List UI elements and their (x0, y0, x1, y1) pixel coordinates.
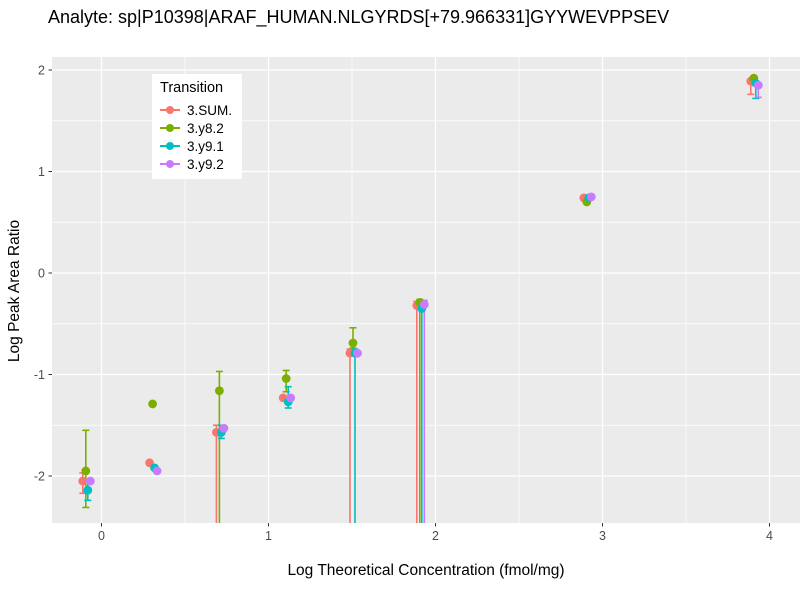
legend-key-pointrange-icon (160, 157, 180, 171)
y-tick-label: -1 (34, 368, 45, 382)
legend-key-pointrange-icon (160, 121, 180, 135)
data-point-3.y9.2 (586, 192, 596, 202)
legend-label: 3.SUM. (187, 102, 233, 118)
y-tick-label: 1 (38, 165, 45, 179)
legend-item-3.y9.1: 3.y9.1 (160, 137, 232, 155)
x-tick-label: 0 (98, 529, 105, 543)
data-point-3.y9.1 (83, 485, 93, 495)
data-point-3.y8.2 (148, 399, 158, 409)
x-tick-label: 2 (432, 529, 439, 543)
data-point-3.y8.2 (281, 374, 291, 383)
y-tick-label: 0 (38, 267, 45, 281)
y-tick-label: -2 (34, 470, 45, 484)
data-point-3.SUM. (78, 476, 88, 486)
legend-label: 3.y8.2 (187, 120, 224, 136)
x-tick-label: 4 (766, 529, 773, 543)
data-layer (78, 73, 763, 523)
legend-items: 3.SUM. 3.y8.2 3.y9.1 3.y9.2 (160, 101, 232, 173)
x-tick-label: 3 (599, 529, 606, 543)
legend-title: Transition (160, 80, 224, 96)
data-point-3.y9.2 (419, 300, 429, 309)
data-point-3.y9.2 (152, 466, 162, 476)
legend-label: 3.y9.1 (187, 138, 224, 154)
plot-title: Analyte: sp|P10398|ARAF_HUMAN.NLGYRDS[+7… (48, 7, 670, 27)
data-point-3.y9.2 (85, 476, 95, 486)
legend-item-3.SUM.: 3.SUM. (160, 101, 232, 119)
legend-item-3.y8.2: 3.y8.2 (160, 119, 232, 137)
data-point-3.y9.2 (219, 423, 229, 433)
legend-box: Transition 3.SUM. 3.y8.2 3.y9.1 3.y9.2 (152, 74, 243, 179)
x-tick-label: 1 (265, 529, 272, 543)
y-axis-title: Log Peak Area Ratio (6, 219, 23, 363)
data-point-3.y8.2 (215, 386, 224, 396)
data-point-3.y9.2 (286, 393, 296, 403)
data-point-3.y9.2 (353, 348, 362, 358)
legend-key-pointrange-icon (160, 103, 180, 117)
data-point-3.y8.2 (348, 338, 358, 348)
x-axis-title: Log Theoretical Concentration (fmol/mg) (287, 562, 565, 579)
legend-key-pointrange-icon (160, 139, 180, 153)
legend-item-3.y9.2: 3.y9.2 (160, 155, 232, 173)
data-point-3.y8.2 (81, 466, 91, 476)
data-point-3.y9.2 (753, 80, 763, 90)
y-tick-label: 2 (38, 64, 45, 78)
legend-label: 3.y9.2 (187, 156, 224, 172)
